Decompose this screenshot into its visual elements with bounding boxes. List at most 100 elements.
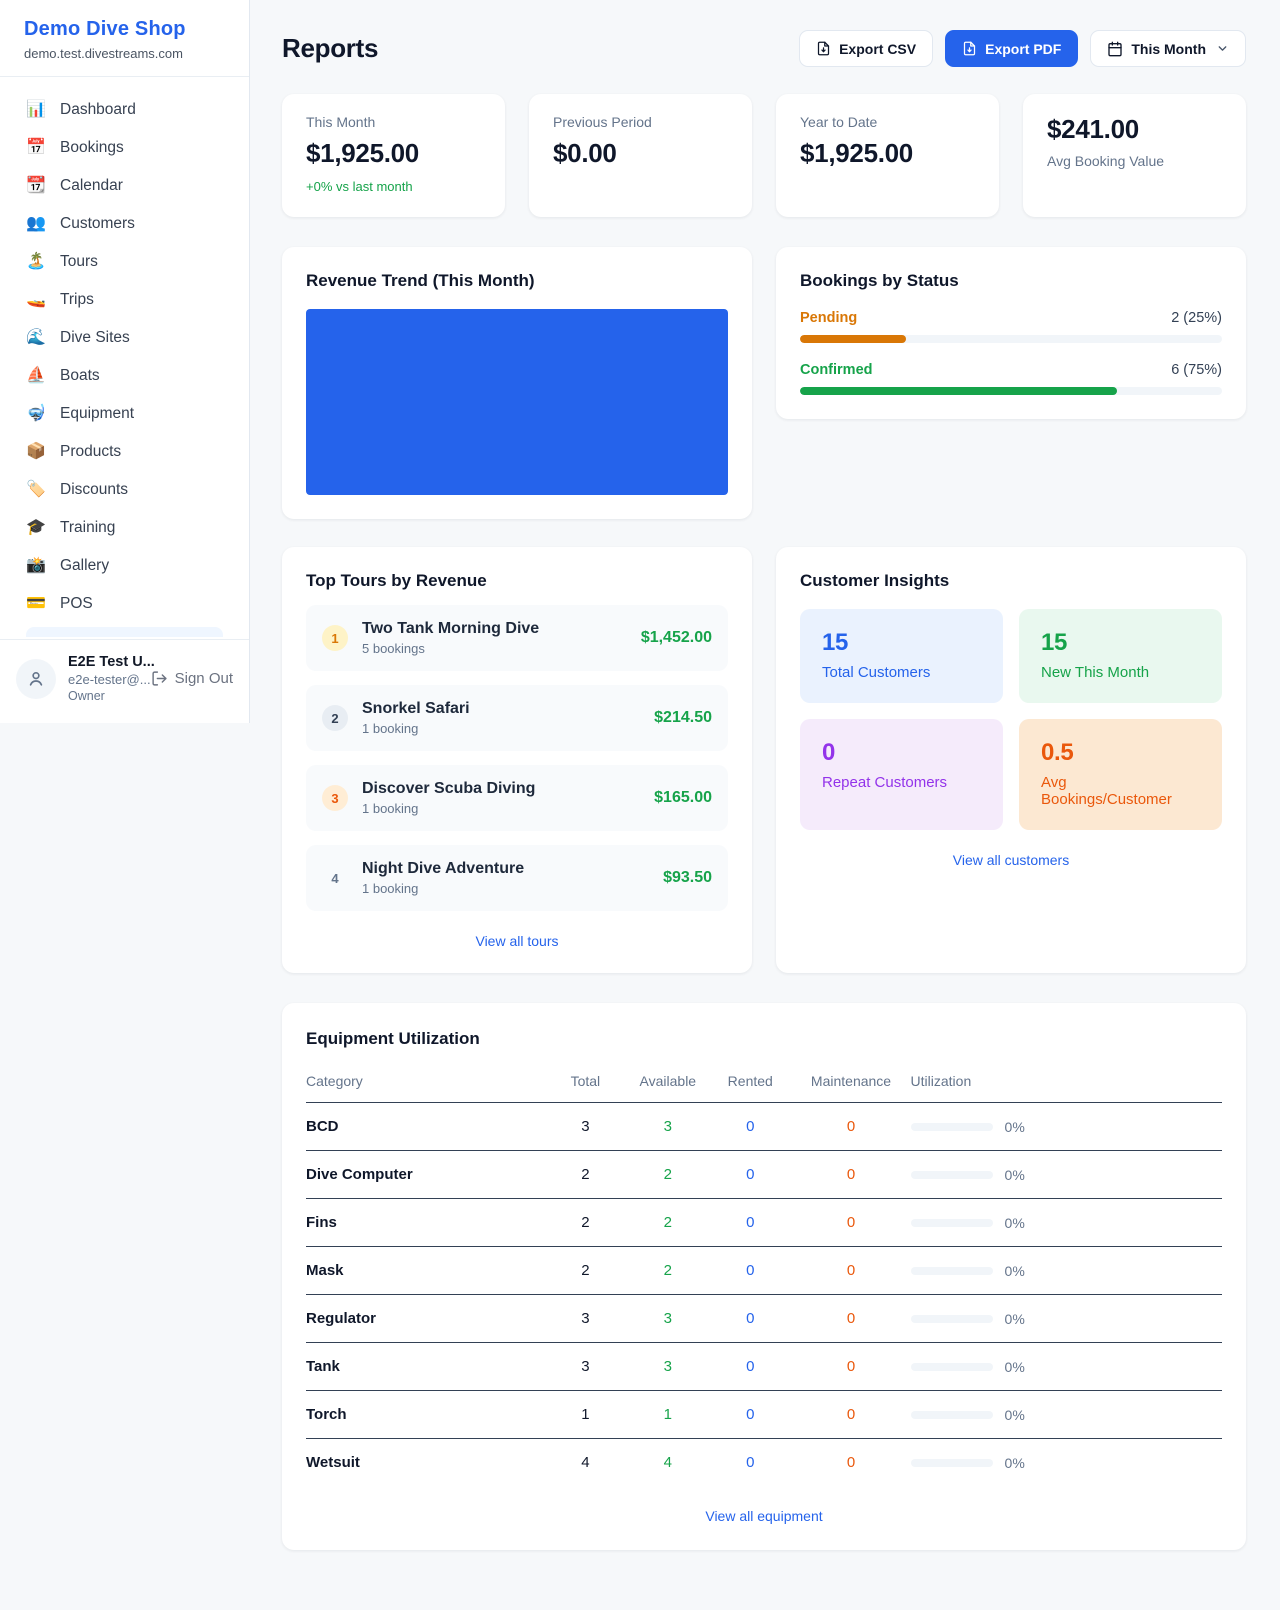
sidebar-item-label: Dashboard — [60, 101, 136, 118]
stat-card-year-to-date: Year to Date $1,925.00 — [776, 94, 999, 217]
col-maintenance: Maintenance — [791, 1063, 911, 1103]
tour-amount: $214.50 — [654, 709, 712, 726]
brand-name[interactable]: Demo Dive Shop — [24, 18, 186, 40]
sidebar-item-gallery[interactable]: 📸 Gallery — [14, 547, 235, 585]
revenue-trend-title: Revenue Trend (This Month) — [306, 271, 535, 290]
export-csv-button[interactable]: Export CSV — [799, 30, 934, 67]
view-all-customers-link[interactable]: View all customers — [952, 852, 1070, 868]
tour-name: Night Dive Adventure — [362, 860, 525, 877]
utilization-bar — [910, 1266, 993, 1275]
status-row-confirmed: Confirmed 6 (75%) — [800, 362, 1222, 395]
tile-avg-bookings: 0.5 Avg Bookings/Customer — [1019, 719, 1222, 830]
col-category: Category — [306, 1063, 545, 1103]
stat-value: $241.00 — [1047, 114, 1139, 144]
col-available: Available — [626, 1063, 710, 1103]
package-icon: 📦 — [26, 443, 46, 460]
tour-bookings: 1 booking — [362, 801, 419, 816]
sign-out-button[interactable]: Sign Out — [151, 670, 233, 687]
utilization-bar — [910, 1362, 993, 1371]
tile-value: 15 — [822, 629, 849, 656]
rank-badge: 3 — [322, 785, 348, 811]
sidebar-item-label: Training — [60, 519, 116, 536]
sign-out-label: Sign Out — [174, 670, 233, 687]
stat-label: Year to Date — [800, 114, 878, 130]
brand-domain: demo.test.divestreams.com — [24, 46, 183, 61]
user-name: E2E Test U... — [68, 654, 155, 670]
brand-block: Demo Dive Shop demo.test.divestreams.com — [0, 0, 249, 77]
sidebar-item-label: Equipment — [60, 405, 135, 422]
sailboat-icon: ⛵ — [26, 367, 46, 384]
sidebar-item-label: Dive Sites — [60, 329, 130, 346]
sidebar-item-equipment[interactable]: 🤿 Equipment — [14, 395, 235, 433]
progress-track — [800, 335, 1222, 343]
avatar — [16, 658, 56, 699]
export-pdf-button[interactable]: Export PDF — [945, 30, 1079, 67]
revenue-trend-chart — [306, 309, 728, 495]
table-row: Regulator 3 3 0 0 0% — [306, 1294, 1222, 1343]
stat-value: $1,925.00 — [306, 138, 419, 168]
sidebar-item-discounts[interactable]: 🏷️ Discounts — [14, 471, 235, 509]
file-download-icon — [817, 41, 830, 56]
customer-insights-card: Customer Insights 15 Total Customers 15 … — [776, 547, 1246, 973]
period-label: This Month — [1131, 40, 1206, 57]
tour-row[interactable]: 2 Snorkel Safari 1 booking $214.50 — [306, 685, 728, 751]
sidebar-item-tours[interactable]: 🏝️ Tours — [14, 243, 235, 281]
col-total: Total — [544, 1063, 627, 1103]
status-label: Pending — [800, 310, 858, 326]
export-pdf-label: Export PDF — [985, 40, 1062, 57]
tile-value: 15 — [1041, 629, 1068, 656]
user-role: Owner — [68, 689, 105, 703]
stat-card-avg-booking: $241.00 Avg Booking Value — [1023, 94, 1246, 217]
stats-row: This Month $1,925.00 +0% vs last month P… — [282, 94, 1246, 217]
table-row: BCD 3 3 0 0 0% — [306, 1102, 1222, 1151]
sidebar-item-training[interactable]: 🎓 Training — [14, 509, 235, 547]
revenue-trend-card: Revenue Trend (This Month) — [282, 247, 752, 519]
tour-row[interactable]: 4 Night Dive Adventure 1 booking $93.50 — [306, 845, 728, 911]
tour-row[interactable]: 1 Two Tank Morning Dive 5 bookings $1,45… — [306, 605, 728, 671]
stat-label: Previous Period — [553, 114, 652, 130]
sidebar-item-boats[interactable]: ⛵ Boats — [14, 357, 235, 395]
person-icon — [29, 671, 43, 686]
calendar-icon: 📆 — [26, 177, 46, 194]
sidebar-item-products[interactable]: 📦 Products — [14, 433, 235, 471]
table-row: Mask 2 2 0 0 0% — [306, 1246, 1222, 1295]
utilization-bar — [910, 1170, 993, 1179]
sidebar-item-label: Calendar — [60, 177, 123, 194]
table-row: Dive Computer 2 2 0 0 0% — [306, 1150, 1222, 1199]
charts-row: Revenue Trend (This Month) Bookings by S… — [282, 247, 1246, 519]
sidebar-item-bookings[interactable]: 📅 Bookings — [14, 129, 235, 167]
calendar-icon — [1108, 41, 1123, 56]
export-csv-label: Export CSV — [839, 40, 917, 57]
sidebar-item-label: Discounts — [60, 481, 129, 498]
page-title: Reports — [282, 33, 379, 63]
progress-fill-confirmed — [800, 387, 1117, 395]
sidebar-item-label: Gallery — [60, 557, 110, 574]
sidebar-item-pos[interactable]: 💳 POS — [14, 585, 235, 623]
view-all-equipment-link[interactable]: View all equipment — [705, 1508, 823, 1524]
sidebar-item-label: Bookings — [60, 139, 124, 156]
tile-label: Repeat Customers — [822, 774, 948, 791]
sidebar-item-customers[interactable]: 👥 Customers — [14, 205, 235, 243]
tour-row[interactable]: 3 Discover Scuba Diving 1 booking $165.0… — [306, 765, 728, 831]
sidebar-item-label: Products — [60, 443, 122, 460]
tour-name: Discover Scuba Diving — [362, 780, 536, 797]
rank-badge: 1 — [322, 625, 348, 651]
sidebar-item-trips[interactable]: 🚤 Trips — [14, 281, 235, 319]
sidebar-item-dive-sites[interactable]: 🌊 Dive Sites — [14, 319, 235, 357]
stat-label: This Month — [306, 114, 376, 130]
calendar-date-icon: 📅 — [26, 139, 46, 156]
sidebar-item-calendar[interactable]: 📆 Calendar — [14, 167, 235, 205]
customer-insights-title: Customer Insights — [800, 571, 950, 590]
period-selector[interactable]: This Month — [1090, 30, 1246, 67]
tile-repeat-customers: 0 Repeat Customers — [800, 719, 1003, 830]
sidebar-item-dashboard[interactable]: 📊 Dashboard — [14, 91, 235, 129]
rank-badge: 4 — [331, 870, 339, 886]
sidebar-item-label: Tours — [60, 253, 98, 270]
sidebar-item-reports-partial[interactable] — [26, 627, 223, 637]
wave-icon: 🌊 — [26, 329, 46, 346]
equipment-table: Category Total Available Rented Maintena… — [306, 1063, 1222, 1486]
view-all-tours-link[interactable]: View all tours — [475, 933, 559, 949]
chevron-down-icon — [1218, 46, 1227, 51]
speedboat-icon: 🚤 — [26, 291, 46, 308]
progress-fill-pending — [800, 335, 906, 343]
